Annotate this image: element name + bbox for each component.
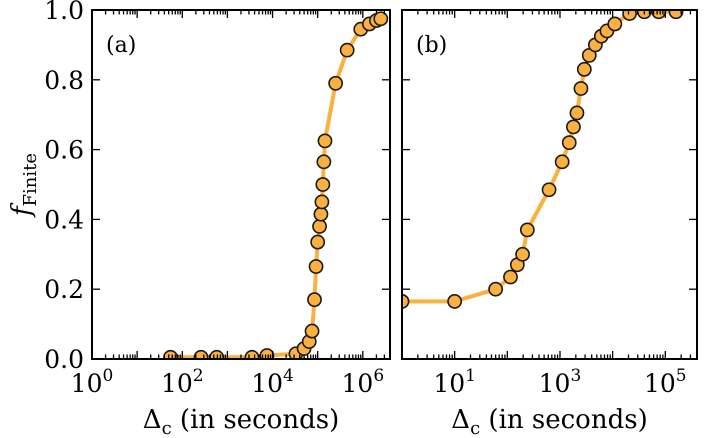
- data-point: [308, 259, 324, 274]
- panel-a: 100 102 104 106 0.0 0.2 0.4 0.6 0.8 1.0 (a) Δc (in …: [7, 0, 391, 438]
- x-tick-label: 103: [539, 366, 582, 398]
- x-tick-label: 104: [251, 366, 294, 398]
- data-point: [566, 119, 581, 135]
- data-point: [304, 323, 320, 339]
- series-line-a: [168, 16, 383, 359]
- y-tick-label: 0.6: [44, 136, 84, 165]
- y-tick-label: 0.8: [44, 66, 84, 95]
- x-tick-label: 106: [342, 366, 385, 398]
- x-tick-label: 101: [433, 366, 476, 398]
- data-point: [573, 81, 589, 96]
- data-point: [312, 218, 327, 234]
- data-point: [209, 349, 225, 359]
- data-point: [244, 349, 260, 359]
- data-point: [402, 294, 410, 309]
- panel-label-b: (b): [416, 33, 447, 58]
- x-tick-label: 105: [644, 366, 687, 398]
- data-point: [554, 154, 570, 170]
- data-point: [307, 292, 322, 308]
- y-tick-label: 1.0: [44, 0, 84, 25]
- data-point: [576, 61, 592, 77]
- y-tick-label: 0.2: [44, 275, 84, 304]
- data-point: [607, 16, 623, 32]
- data-point: [488, 281, 504, 297]
- data-point: [519, 222, 535, 238]
- y-tick-label: 0.0: [44, 345, 84, 374]
- y-tick-label: 0.4: [44, 205, 84, 234]
- data-point: [373, 11, 389, 27]
- data-point: [328, 75, 344, 91]
- plot-frame-b: [401, 9, 698, 360]
- data-point: [310, 234, 326, 250]
- data-point: [503, 269, 518, 285]
- data-point: [668, 10, 684, 20]
- data-point: [315, 177, 331, 192]
- data-point: [316, 154, 332, 170]
- data-point: [447, 294, 463, 309]
- data-point: [561, 135, 577, 151]
- x-axis-label: Δc (in seconds): [143, 405, 339, 438]
- data-point: [339, 42, 355, 58]
- x-axis-label: Δc (in seconds): [451, 405, 647, 438]
- data-point: [314, 194, 330, 210]
- x-tick-label: 102: [161, 366, 204, 398]
- panel-label-a: (a): [106, 33, 136, 58]
- data-point: [313, 206, 329, 222]
- plot-frame-a: [91, 9, 391, 360]
- x-tick-label: 100: [71, 366, 114, 398]
- data-point: [569, 105, 585, 121]
- panel-b: 101 103 105 (b) Δc (in seconds): [401, 9, 698, 438]
- data-point: [515, 246, 530, 262]
- data-point: [622, 10, 637, 21]
- data-point: [317, 133, 333, 149]
- y-axis-label: fFinite: [7, 153, 41, 218]
- data-point: [541, 182, 557, 198]
